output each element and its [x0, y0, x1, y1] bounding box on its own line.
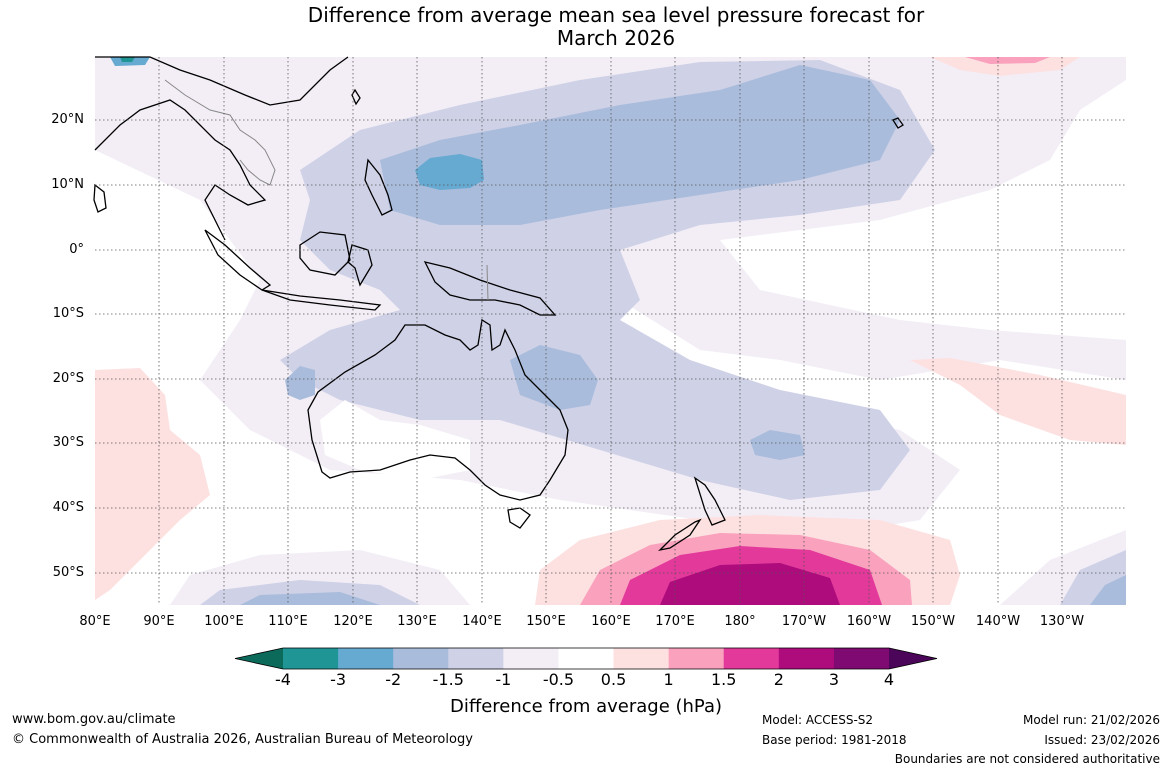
colorbar-tick-label: -1	[495, 670, 512, 689]
colorbar-swatch	[668, 648, 725, 669]
lon-label-140e: 140°E	[462, 614, 502, 629]
anomaly-contours	[95, 57, 1126, 605]
coastlines	[93, 56, 904, 552]
graticule	[95, 57, 1126, 605]
lon-label-90e: 90°E	[143, 614, 175, 629]
contour-band-neg15-tasman	[750, 430, 805, 460]
contour-band-neg05-northwest	[95, 60, 150, 105]
colorbar-tick-label: 1.5	[710, 670, 737, 689]
colorbar-title: Difference from average (hPa)	[449, 696, 723, 717]
lon-label-160w: 160°W	[846, 614, 892, 629]
colorbar-tick-label: 1	[663, 670, 674, 689]
colorbar-tick-label: 2	[773, 670, 784, 689]
lon-label-160e: 160°E	[591, 614, 631, 629]
new-zealand-south-coastline	[658, 518, 702, 552]
colorbar-swatch	[778, 648, 835, 669]
contour-band-neg3-corner	[120, 57, 135, 62]
model-run-text: Model run: 21/02/2026	[1022, 713, 1160, 727]
colorbar-swatch	[503, 648, 559, 669]
colorbar-swatch	[723, 648, 780, 669]
lat-label-20n: 20°N	[51, 112, 84, 127]
colorbar-swatch	[833, 648, 890, 669]
colorbar-swatch	[393, 648, 449, 669]
hawaii-coastline	[892, 117, 904, 129]
lon-label-80e: 80°E	[79, 614, 111, 629]
colorbar-outline	[234, 647, 938, 670]
contour-band-pos2	[660, 563, 840, 605]
lon-label-140w: 140°W	[975, 614, 1021, 629]
lon-label-180: 180°	[724, 614, 756, 629]
lat-label-10s: 10°S	[52, 306, 84, 321]
lat-label-30s: 30°S	[52, 435, 84, 450]
new-zealand-north-coastline	[693, 476, 726, 526]
png-border	[486, 264, 489, 301]
contour-band-neg2	[415, 154, 484, 190]
lon-label-120e: 120°E	[333, 614, 373, 629]
lon-label-110e: 110°E	[268, 614, 308, 629]
lon-label-150w: 150°W	[910, 614, 956, 629]
java-coastline	[261, 289, 382, 311]
tasmania-coastline	[507, 507, 531, 529]
title-line-2: March 2026	[556, 26, 676, 50]
country-borders	[164, 79, 489, 301]
model-text: Model: ACCESS-S2	[762, 713, 874, 727]
sri-lanka-coastline	[93, 183, 107, 213]
lon-label-130e: 130°E	[397, 614, 437, 629]
contour-band-neg15	[380, 65, 900, 225]
colorbar-swatch	[338, 648, 394, 669]
lon-label-150e: 150°E	[526, 614, 566, 629]
colorbar-tick-label: -1.5	[432, 670, 464, 689]
contour-band-neg15-south	[240, 592, 380, 605]
sumatra-coastline	[204, 229, 272, 291]
new-guinea-coastline	[423, 261, 557, 316]
philippines-coastline	[364, 158, 393, 216]
contour-band-pos1-north	[965, 57, 1050, 64]
contour-band-neg15-southeast	[1090, 575, 1126, 605]
lat-label-40s: 40°S	[52, 500, 84, 515]
colorbar-extend-low	[235, 648, 283, 669]
colorbar-swatch	[558, 648, 615, 669]
colorbar-tick-label: -0.5	[542, 670, 575, 689]
colorbar-swatch	[283, 648, 339, 669]
website-link[interactable]: www.bom.gov.au/climate	[12, 712, 176, 727]
lon-label-170w: 170°W	[781, 614, 827, 629]
colorbar	[234, 647, 938, 670]
contour-band-pos05-east	[910, 358, 1126, 445]
contour-band-neg15-east	[510, 345, 598, 410]
contour-band-pos05-north	[930, 57, 1080, 76]
title-line-1: Difference from average mean sea level p…	[307, 3, 925, 27]
copyright-text: © Commonwealth of Australia 2026, Austra…	[12, 732, 473, 747]
base-period-text: Base period: 1981-2018	[762, 733, 907, 747]
colorbar-tick-label: 3	[828, 670, 839, 689]
colorbar-extend-high	[889, 648, 937, 669]
asia-coastline	[94, 56, 349, 241]
lat-label-0: 0°	[69, 242, 84, 257]
lat-label-20s: 20°S	[52, 371, 84, 386]
lon-label-100e: 100°E	[204, 614, 244, 629]
lon-label-130w: 130°W	[1039, 614, 1085, 629]
lat-label-10n: 10°N	[51, 177, 84, 192]
colorbar-swatch	[448, 648, 504, 669]
issued-text: Issued: 23/02/2026	[1044, 733, 1160, 747]
lon-label-170e: 170°E	[655, 614, 695, 629]
australia-coastline	[307, 318, 569, 501]
borneo-coastline	[299, 231, 351, 276]
contour-band-neg15-west	[285, 366, 315, 400]
colorbar-tick-label: -3	[330, 670, 347, 689]
disclaimer-text: Boundaries are not considered authoritat…	[894, 752, 1160, 766]
contour-band-pos05-west	[95, 368, 210, 600]
colorbar-tick-label: 4	[883, 670, 895, 689]
colorbar-tick-label: -4	[275, 670, 291, 689]
map-title: Difference from average mean sea level p…	[0, 4, 1173, 50]
neutral-patch-australia	[320, 400, 470, 480]
colorbar-swatch	[613, 648, 670, 669]
lat-label-50s: 50°S	[52, 565, 84, 580]
indochina-borders	[164, 79, 276, 186]
colorbar-tick-label: 0.5	[600, 670, 627, 689]
colorbar-tick-label: -2	[385, 670, 402, 689]
